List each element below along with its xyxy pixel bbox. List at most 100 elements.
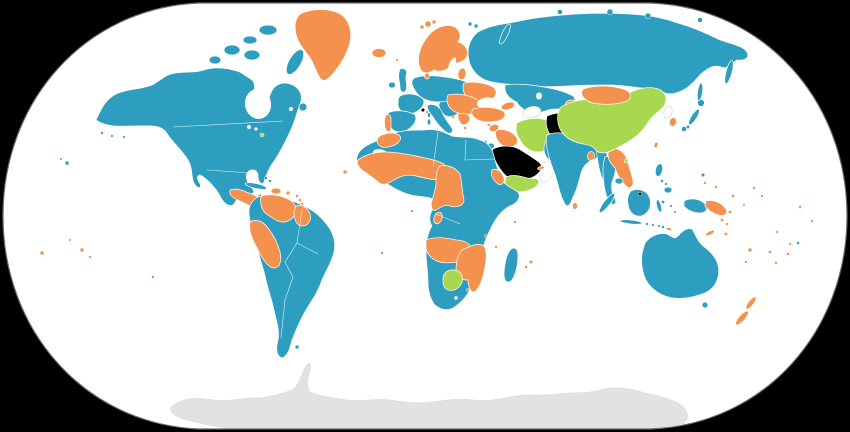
country-russia (467, 12, 749, 95)
country-sri-lanka (572, 202, 578, 210)
country-border-lines (172, 80, 506, 339)
country-congo (433, 211, 443, 225)
wrangel (697, 17, 703, 23)
great-lake (254, 127, 258, 131)
land-layer (39, 8, 830, 429)
country-brunei (638, 192, 642, 196)
pacific-isle-blue (796, 241, 800, 245)
new-caledonia (705, 229, 715, 237)
java (619, 219, 643, 225)
lesser-antilles (298, 198, 302, 202)
sulawesi-arm (661, 200, 665, 204)
tonga (774, 261, 778, 265)
country-greenland (294, 9, 352, 81)
country-newfoundland (298, 102, 308, 112)
borneo (627, 189, 651, 217)
hawaii (64, 160, 70, 166)
country-lesotho (453, 295, 459, 301)
saint-helena (380, 251, 384, 255)
country-guyana (293, 205, 311, 227)
franz-josef (473, 23, 479, 29)
marshall-islands (752, 186, 756, 190)
country-taiwan (653, 141, 659, 149)
corsica (427, 112, 431, 118)
country-eswatini (466, 288, 470, 292)
kiribati (798, 205, 802, 209)
faroe-islands (395, 58, 399, 62)
country-botswana (442, 269, 463, 291)
country-syria (488, 123, 500, 133)
vanuatu (724, 232, 728, 236)
wallis (775, 230, 779, 234)
pacific-isle (788, 242, 792, 246)
hainan (623, 158, 629, 164)
country-uk (398, 68, 408, 93)
arctic-isle (557, 9, 563, 15)
marquesas (68, 238, 72, 242)
tasmania (701, 301, 709, 309)
west-timor (661, 225, 665, 229)
country-bermuda (259, 132, 265, 138)
country-bahamas (268, 179, 272, 183)
arctic-isle (606, 8, 614, 16)
crete (463, 126, 467, 130)
country-portugal (384, 114, 392, 132)
aral-sea (536, 92, 542, 100)
lesser-sunda (651, 223, 655, 227)
marshall-islands (760, 194, 764, 198)
arctic-isle (644, 12, 652, 20)
country-madagascar (503, 247, 519, 283)
nz-south-island (735, 310, 749, 326)
black-sea (477, 97, 497, 109)
micronesia (714, 185, 718, 189)
kiribati (810, 219, 814, 223)
zanzibar (484, 234, 488, 238)
country-turkey (471, 106, 506, 123)
lesser-sunda (657, 224, 661, 228)
mauritius (528, 259, 534, 265)
country-australia (641, 228, 720, 299)
country-france (397, 93, 425, 114)
comoros (494, 245, 498, 249)
country-canada-usa-mexico (95, 67, 302, 206)
nz-north-island (745, 296, 757, 310)
sardinia (426, 118, 432, 126)
svalbard (419, 19, 437, 30)
country-sahel-band (356, 151, 447, 185)
fiji (747, 247, 753, 253)
hawaii (59, 157, 63, 161)
french-polynesia (39, 250, 45, 256)
country-laos-vietnam (607, 148, 634, 188)
niue (744, 260, 748, 264)
lesser-antilles (295, 194, 299, 198)
country-san-marino (425, 110, 429, 114)
sumatra (598, 193, 616, 213)
new-guinea-west (683, 198, 708, 214)
hudson-bay (244, 89, 272, 119)
country-east-timor (665, 227, 673, 231)
solomon-islands (720, 218, 724, 222)
country-denmark (424, 72, 430, 80)
country-png (704, 200, 727, 216)
cape-verde (342, 169, 348, 175)
new-britain (728, 210, 732, 214)
reunion (524, 265, 528, 269)
falkland-islands (294, 344, 300, 350)
country-eritrea-djibouti (491, 169, 505, 185)
country-bangladesh (587, 151, 595, 161)
sulawesi (655, 199, 663, 213)
kamchatka (724, 60, 734, 84)
country-cyprus (486, 123, 492, 127)
maluku (669, 204, 673, 208)
antarctica (170, 363, 688, 429)
baltic-sea (447, 57, 457, 73)
cook-islands (786, 252, 790, 256)
country-cuba (244, 182, 268, 190)
country-greece (457, 112, 471, 126)
country-japan (681, 99, 705, 132)
country-mongolia (581, 85, 631, 105)
solomon-islands (725, 222, 729, 226)
french-polynesia (79, 247, 85, 253)
